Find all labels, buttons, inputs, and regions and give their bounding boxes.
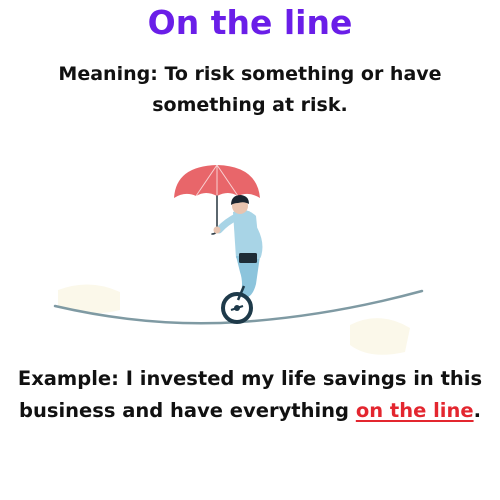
example-label: Example: — [17, 367, 119, 390]
example-sentence: I invested my life savings in this busin… — [19, 367, 483, 422]
idiom-title: On the line — [147, 3, 353, 42]
lower-arm — [252, 227, 263, 259]
example-highlight: on the line — [355, 399, 474, 422]
background-glow-right — [350, 318, 410, 355]
pedal-crank — [230, 305, 244, 311]
background-glow-left — [58, 284, 120, 314]
meaning-text: Meaning: To risk something or have somet… — [20, 59, 480, 121]
meaning-definition: To risk something or have something at r… — [152, 63, 442, 116]
hair — [231, 195, 249, 205]
example-text: Example: I invested my life savings in t… — [0, 363, 500, 427]
torso — [233, 209, 260, 261]
example-period: . — [473, 399, 481, 422]
meaning-label: Meaning: — [58, 63, 158, 85]
unicycle-wheel — [221, 292, 253, 324]
briefcase — [239, 253, 257, 263]
tightrope-illustration — [53, 164, 424, 355]
hand — [213, 226, 221, 234]
umbrella-ribs — [195, 164, 239, 197]
